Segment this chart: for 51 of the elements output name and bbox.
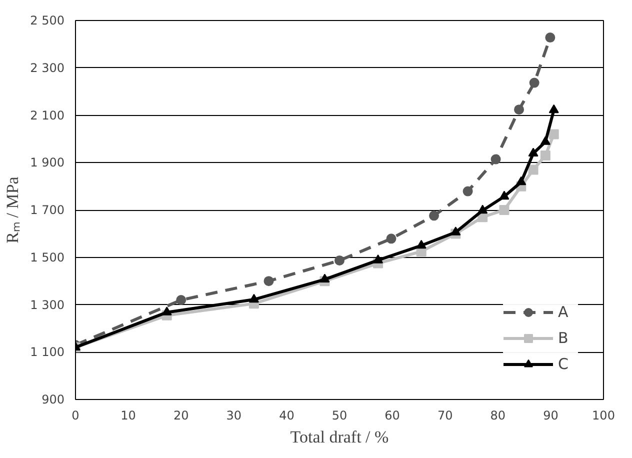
legend-label: C [558, 355, 570, 373]
point [248, 294, 259, 303]
point [478, 204, 488, 214]
point [450, 226, 461, 236]
x-tick-label: 50 [332, 408, 348, 422]
point [528, 164, 538, 175]
point [548, 104, 559, 114]
x-axis-title: Total draft / % [290, 428, 389, 446]
point [548, 129, 559, 140]
point [514, 104, 524, 115]
y-tick-label: 2 500 [30, 14, 65, 28]
y-tick-label: 1 100 [30, 345, 65, 360]
x-tick-label: 0 [72, 408, 80, 422]
point [462, 186, 473, 196]
point [320, 274, 330, 282]
y-tick-label: 900 [42, 392, 64, 406]
point [416, 240, 426, 249]
x-tick-label: 70 [437, 408, 453, 422]
y-tick-label: 2 300 [30, 60, 65, 75]
legend-label: A [558, 303, 570, 321]
point [386, 234, 396, 244]
x-tick-label: 60 [384, 408, 400, 422]
point [264, 276, 274, 286]
point [540, 136, 550, 145]
x-tick-label: 40 [279, 408, 294, 422]
point [334, 255, 344, 266]
x-tick-label: 80 [490, 408, 506, 422]
x-tick-label: 90 [543, 408, 558, 422]
x-tick-label: 30 [226, 408, 242, 422]
y-tick-label: 2 100 [30, 108, 65, 122]
point [499, 190, 510, 200]
x-tick-label: 20 [173, 408, 189, 422]
point [176, 295, 186, 306]
point [545, 32, 556, 43]
point [529, 78, 540, 88]
point [162, 306, 172, 316]
x-tick-label: 100 [592, 408, 615, 422]
point [373, 254, 384, 264]
point [490, 154, 501, 164]
point [429, 210, 440, 221]
y-tick-label: 1 900 [30, 156, 65, 170]
legend-label: B [558, 329, 570, 347]
x-tick-label: 10 [120, 408, 136, 422]
point [516, 176, 526, 186]
y-tick-label: 1 300 [30, 298, 65, 312]
point [499, 205, 510, 215]
y-tick-label: 1 500 [30, 250, 65, 264]
point [528, 148, 538, 156]
y-tick-label: 1 700 [30, 203, 65, 217]
point [540, 150, 550, 161]
y-axis-title: Rₘ / MPa [3, 176, 22, 244]
